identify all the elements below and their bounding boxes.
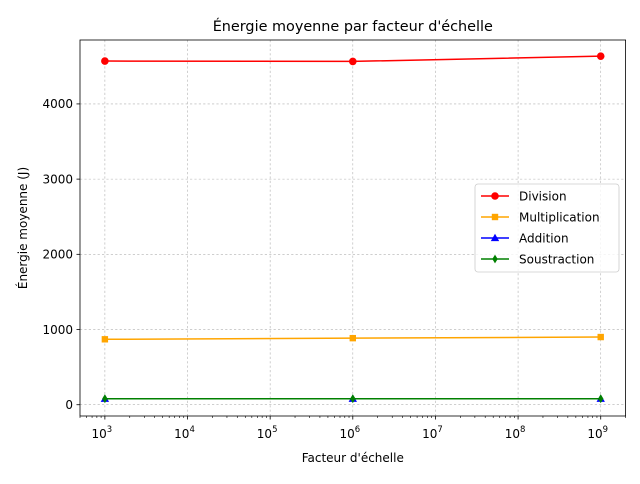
series-division (101, 52, 605, 66)
x-tick-label: 108 (505, 425, 526, 441)
data-point-soustraction (102, 394, 108, 404)
y-tick-label: 1000 (42, 323, 73, 337)
y-tick-label: 3000 (42, 172, 73, 186)
x-tick-label: 103 (92, 425, 113, 441)
legend-entry-multiplication: Multiplication (481, 210, 600, 224)
legend-marker (491, 213, 499, 221)
data-point-multiplication (101, 336, 109, 343)
legend-marker (492, 254, 498, 264)
legend-label: Multiplication (519, 210, 600, 224)
x-tick-label: 107 (422, 425, 443, 441)
legend-entry-division: Division (481, 189, 567, 203)
data-point-multiplication (597, 333, 604, 341)
y-tick-label: 0 (65, 398, 73, 412)
legend: Division Multiplication Addition Soustracti… (474, 183, 620, 273)
data-point-division (101, 57, 109, 65)
x-axis-label: Facteur d'échelle (302, 451, 404, 465)
y-axis-label: Énergie moyenne (J) (15, 167, 30, 289)
y-tick-label: 4000 (42, 97, 73, 111)
chart-title: Énergie moyenne par facteur d'échelle (213, 18, 493, 35)
data-point-division (596, 52, 605, 60)
data-point-soustraction (350, 394, 356, 404)
x-tick-label: 106 (339, 425, 360, 441)
x-tick-label: 105 (257, 425, 278, 441)
series-soustraction (102, 394, 604, 404)
legend-entry-addition: Addition (481, 231, 569, 245)
data-point-soustraction (597, 394, 604, 404)
legend-label: Soustraction (519, 252, 594, 266)
series-layer (100, 52, 605, 404)
x-tick-label: 104 (174, 425, 195, 441)
legend-label: Division (519, 189, 567, 203)
y-tick-label: 2000 (42, 248, 73, 262)
series-multiplication (101, 333, 604, 343)
data-point-division (349, 57, 357, 66)
x-tick-label: 109 (587, 425, 608, 441)
legend-marker (490, 233, 500, 242)
legend-entry-soustraction: Soustraction (481, 252, 594, 266)
legend-box (474, 183, 620, 273)
ticks: 0 1000 2000 3000 4000 103 104 105 106 107 108 109 (42, 97, 626, 441)
data-point-multiplication (349, 334, 356, 342)
legend-marker (491, 192, 499, 200)
legend-label: Addition (519, 231, 569, 245)
